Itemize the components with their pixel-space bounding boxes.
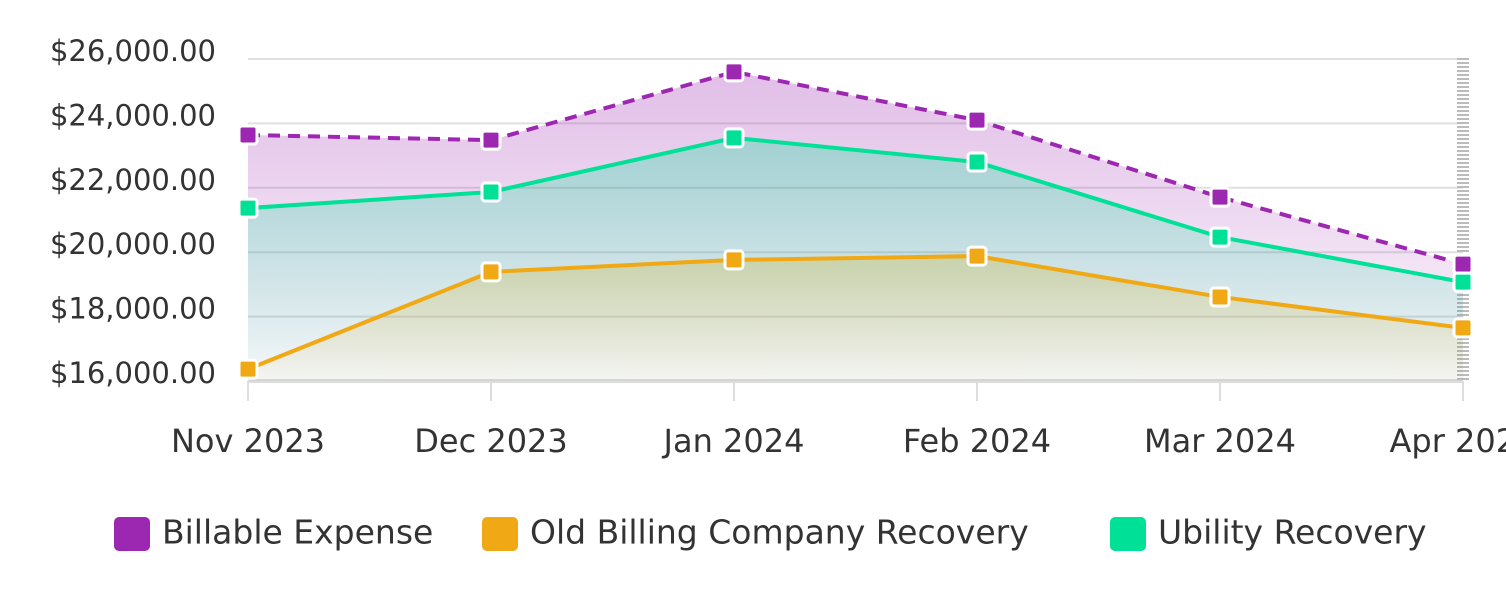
point [1209,186,1231,208]
legend-swatch [1110,517,1146,551]
point [723,61,745,83]
x-tick-label: Feb 2024 [903,422,1051,460]
line [247,69,1464,267]
x-tick-label: Nov 2023 [171,422,325,460]
y-tick-label: $26,000.00 [50,34,216,68]
line [247,135,1464,285]
point [1452,253,1474,275]
legend-label: Ubility Recovery [1158,513,1427,552]
point [723,127,745,149]
y-tick-label: $18,000.00 [50,292,216,326]
legend-label: Billable Expense [162,513,433,552]
line [247,254,1464,371]
y-tick-label: $22,000.00 [50,163,216,197]
point [237,197,259,219]
point [966,109,988,131]
point [237,358,259,380]
legend-swatch [482,517,518,551]
point [1209,226,1231,248]
point [237,124,259,146]
point [480,261,502,283]
legend-label: Old Billing Company Recovery [530,513,1029,552]
x-tick-label: Jan 2024 [662,422,805,460]
point [966,151,988,173]
point [480,181,502,203]
point [723,249,745,271]
y-tick-label: $24,000.00 [50,98,216,132]
legend-swatch [114,517,150,551]
x-tick-label: Mar 2024 [1144,422,1296,460]
point [966,245,988,267]
point [1452,271,1474,293]
x-tick-label: Apr 2024 [1390,422,1506,460]
point [1209,286,1231,308]
x-tick-label: Dec 2023 [414,422,568,460]
point [480,129,502,151]
y-tick-label: $20,000.00 [50,227,216,261]
y-tick-label: $16,000.00 [50,356,216,390]
point [1452,317,1474,339]
